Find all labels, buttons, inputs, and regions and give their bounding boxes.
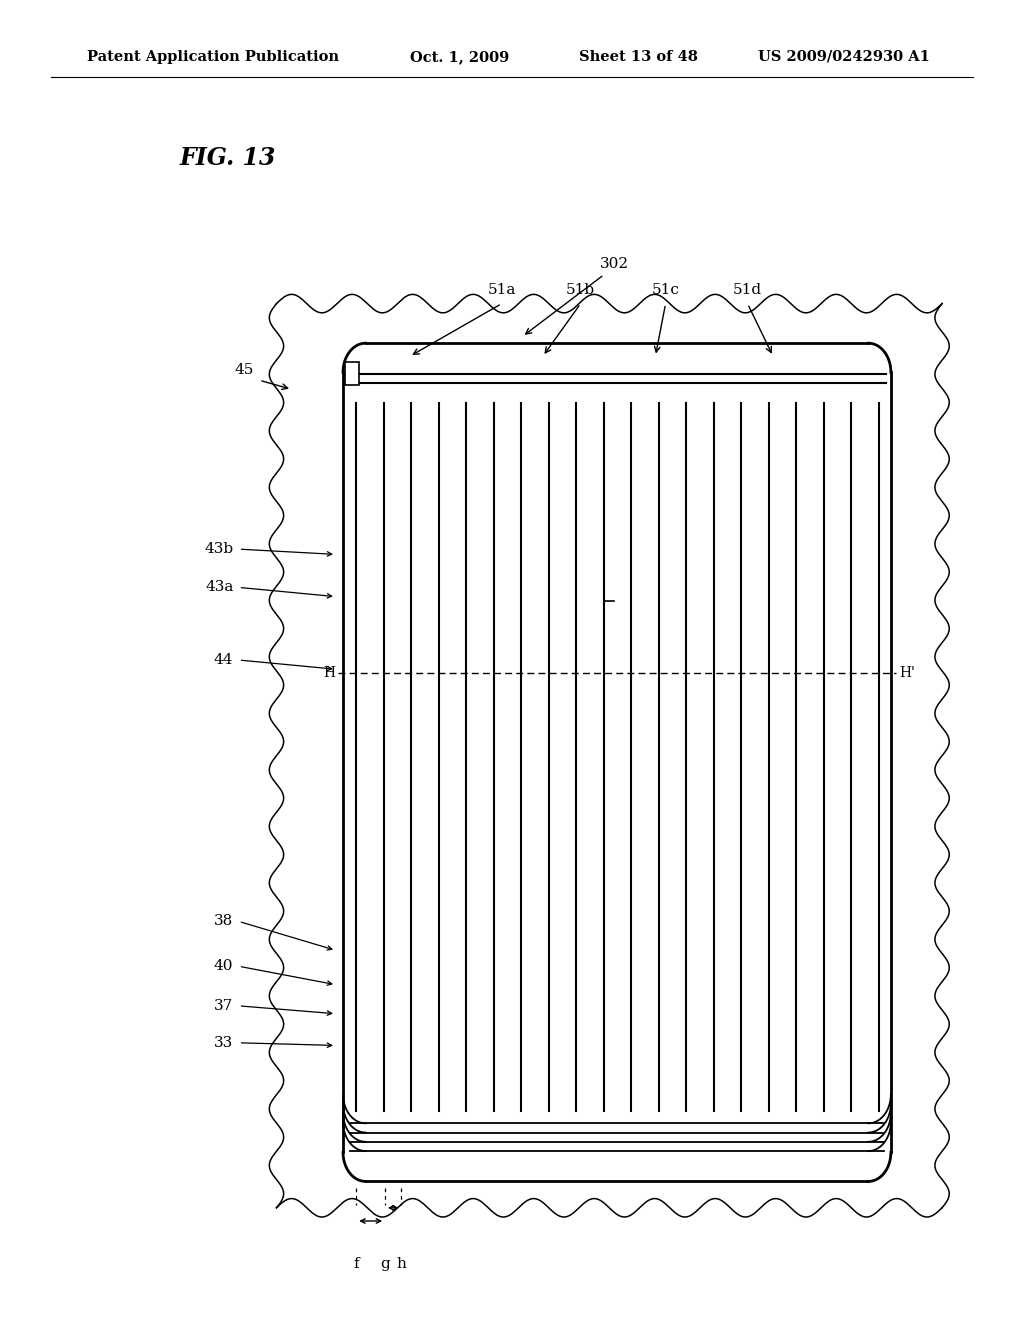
Bar <box>345 362 359 385</box>
Text: 51d: 51d <box>733 284 762 297</box>
Text: FIG. 13: FIG. 13 <box>179 147 275 170</box>
Text: US 2009/0242930 A1: US 2009/0242930 A1 <box>758 50 930 63</box>
Text: 51b: 51b <box>566 284 595 297</box>
Text: 302: 302 <box>600 257 629 271</box>
Text: 43b: 43b <box>205 543 233 556</box>
Text: 51c: 51c <box>651 284 680 297</box>
Text: Sheet 13 of 48: Sheet 13 of 48 <box>579 50 697 63</box>
Text: f: f <box>353 1257 359 1271</box>
Text: H: H <box>323 667 335 680</box>
Text: 40: 40 <box>214 960 233 973</box>
Text: 45: 45 <box>234 363 254 376</box>
Text: 43a: 43a <box>205 581 233 594</box>
Text: g: g <box>380 1257 390 1271</box>
Text: H': H' <box>899 667 915 680</box>
Text: 51a: 51a <box>487 284 516 297</box>
Text: 44: 44 <box>214 653 233 667</box>
Text: Patent Application Publication: Patent Application Publication <box>87 50 339 63</box>
Text: Oct. 1, 2009: Oct. 1, 2009 <box>410 50 509 63</box>
Text: 37: 37 <box>214 999 233 1012</box>
Text: h: h <box>396 1257 407 1271</box>
Text: 38: 38 <box>214 915 233 928</box>
Text: 33: 33 <box>214 1036 233 1049</box>
